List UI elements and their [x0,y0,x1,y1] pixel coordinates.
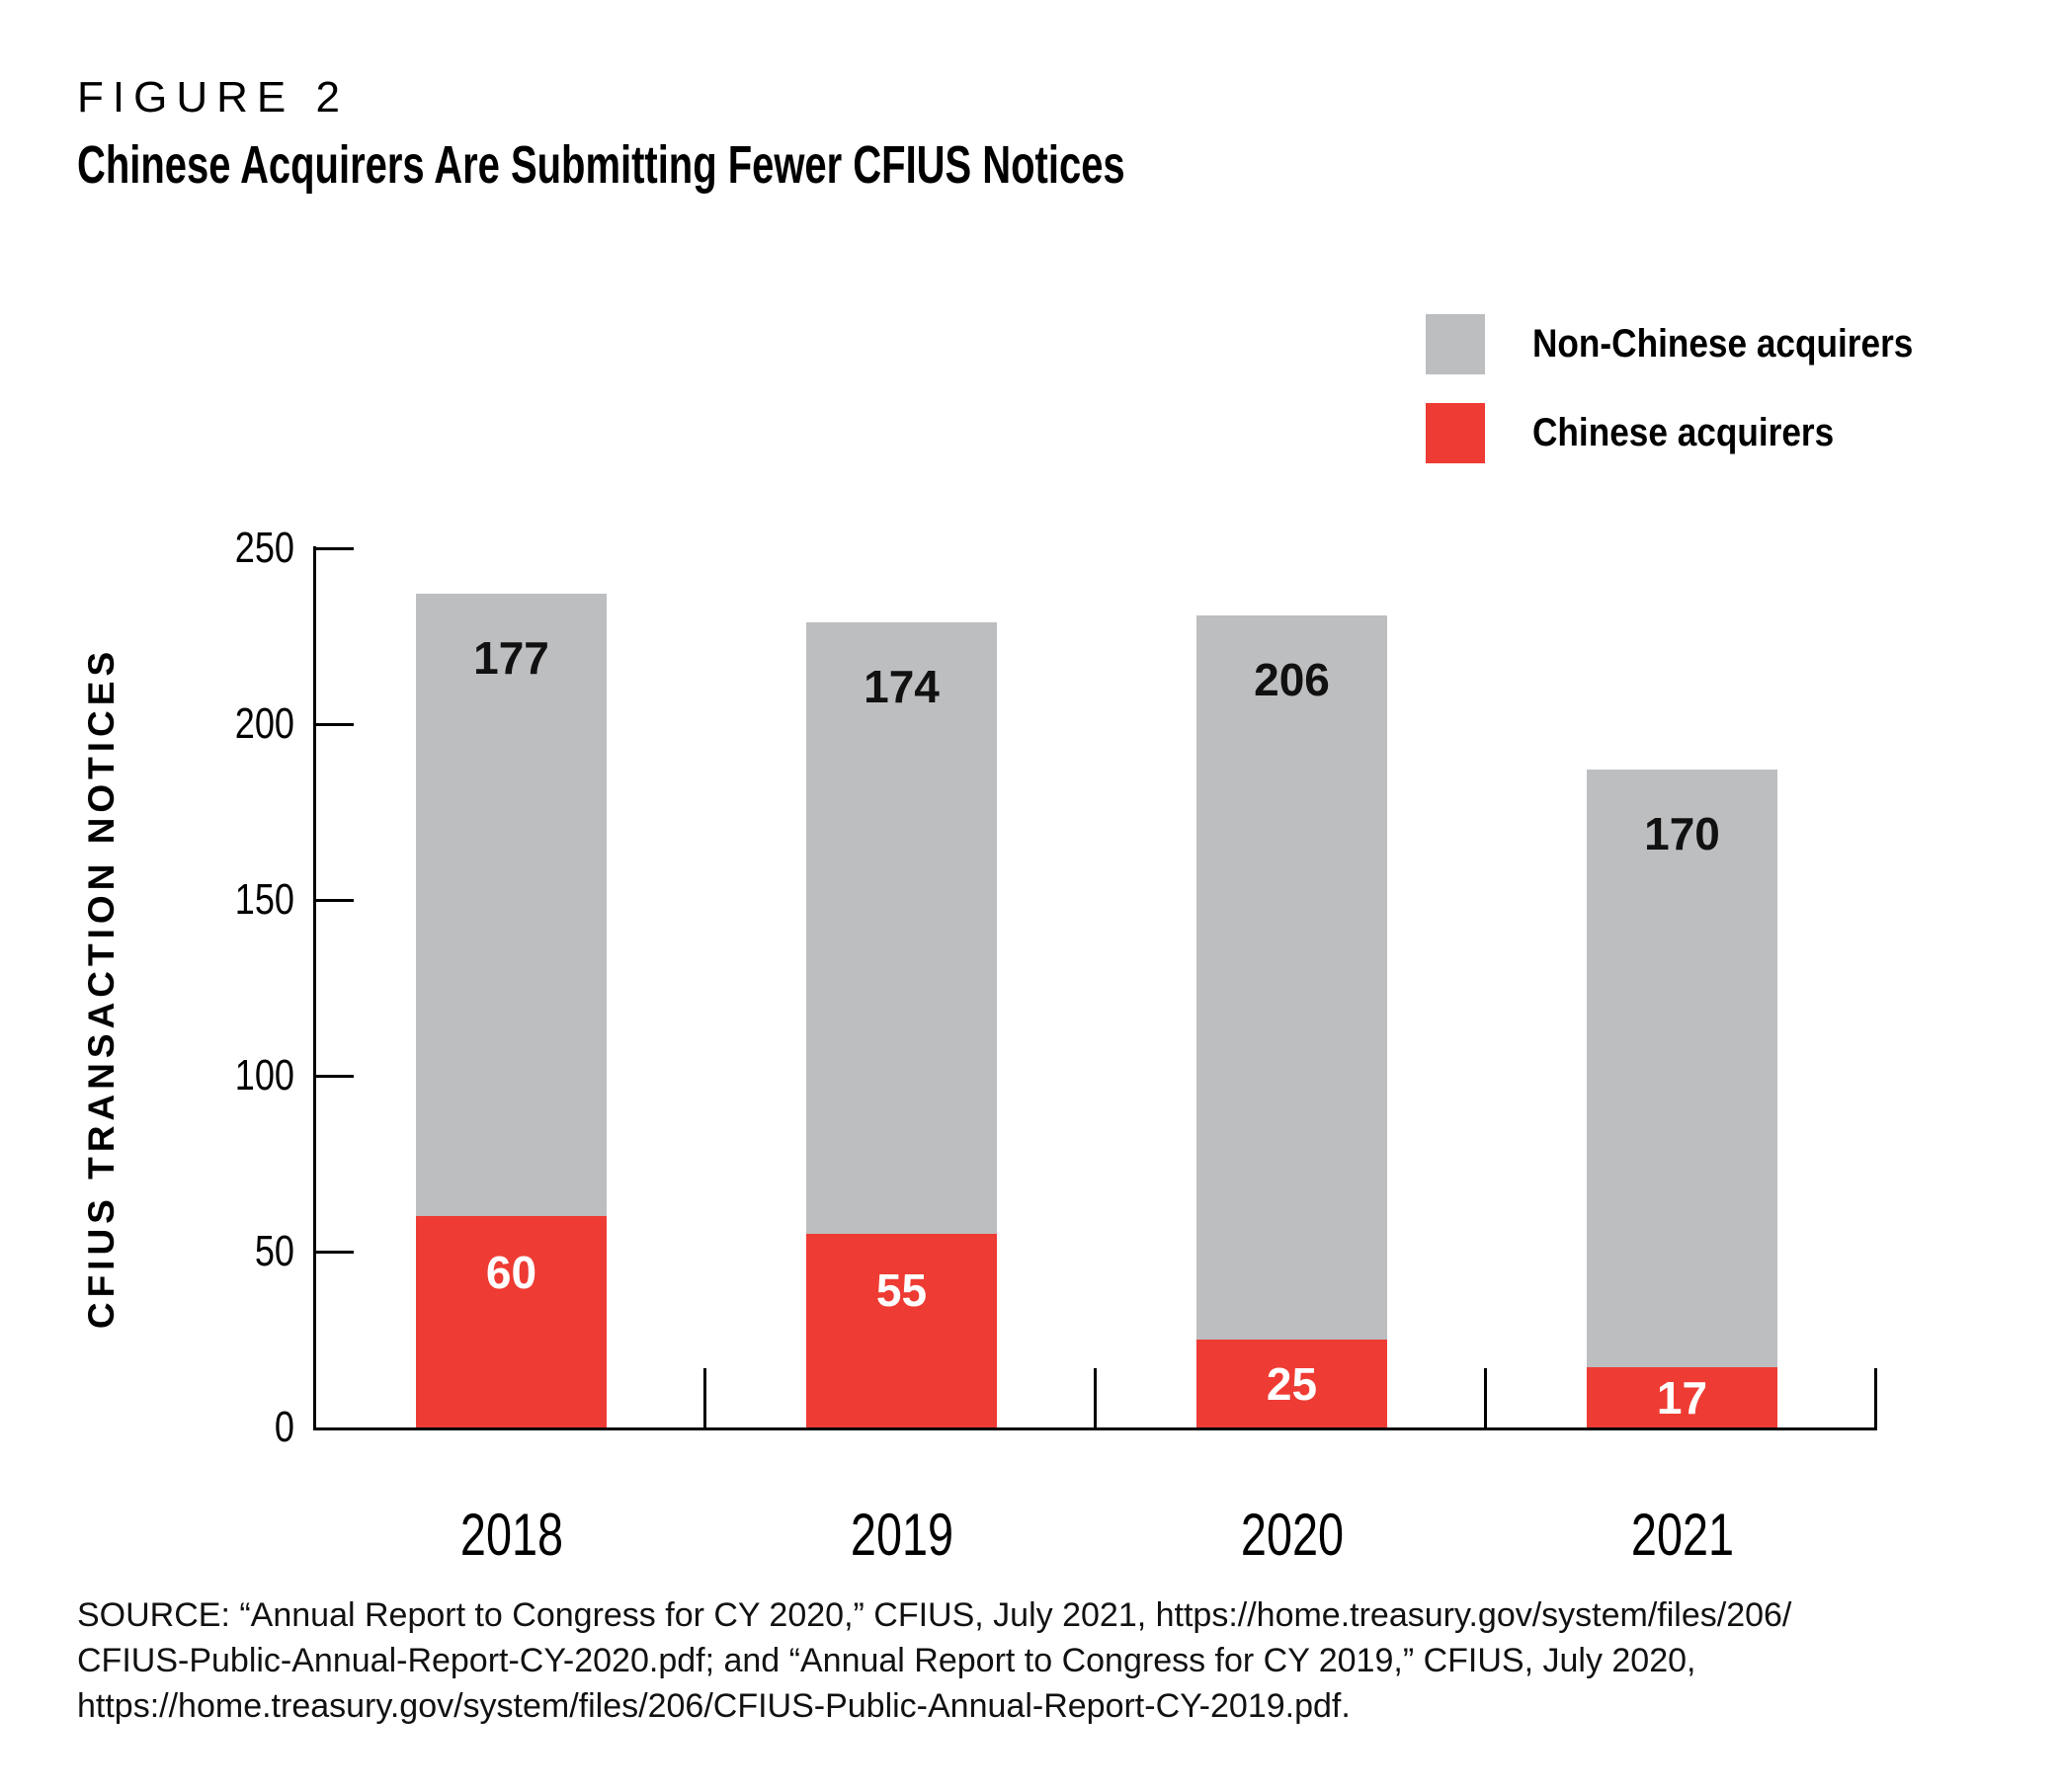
bar-non-chinese-2018 [416,594,607,1217]
x-axis-line [313,1427,1877,1430]
y-tick-mark [316,1250,354,1254]
bar-chinese-2018 [416,1216,607,1427]
value-label-chinese-2019: 55 [875,1264,928,1317]
y-tick-mark [316,898,354,902]
legend-item-chinese: Chinese acquirers [1426,403,1965,463]
bar-chinese-2019 [806,1234,997,1427]
value-label-chinese-2018: 60 [485,1247,537,1299]
value-label-non-chinese-2020: 206 [1254,653,1330,705]
y-tick-label: 100 [234,1051,294,1100]
x-tick-mark [1094,1368,1097,1427]
x-tick-mark [1874,1368,1877,1427]
y-axis-line [313,546,316,1430]
x-category-label-2020: 2020 [1240,1502,1344,1568]
bar-non-chinese-2019 [806,621,997,1235]
figure-label: FIGURE 2 [77,73,349,122]
x-category-label-2018: 2018 [459,1502,563,1568]
legend-label-non-chinese: Non-Chinese acquirers [1532,322,1914,366]
bar-non-chinese-2021 [1587,770,1777,1368]
x-tick-mark [703,1368,706,1427]
y-tick-label: 200 [234,699,294,748]
source-note: SOURCE: “Annual Report to Congress for C… [77,1596,1792,1725]
y-tick-label: 0 [274,1403,294,1451]
value-label-non-chinese-2019: 174 [864,660,940,712]
y-tick-label: 150 [234,875,294,924]
bar-non-chinese-2020 [1196,614,1387,1340]
legend-swatch-non-chinese [1426,314,1485,374]
x-tick-mark [1484,1368,1487,1427]
x-category-label-2021: 2021 [1630,1502,1734,1568]
y-tick-mark [316,1074,354,1078]
y-tick-mark [316,546,354,550]
y-tick-label: 250 [234,524,294,572]
legend-item-non-chinese: Non-Chinese acquirers [1426,314,1965,374]
value-label-non-chinese-2021: 170 [1644,808,1720,860]
value-label-non-chinese-2018: 177 [473,632,549,685]
bar-chinese-2021 [1587,1367,1777,1427]
y-tick-mark [316,722,354,726]
legend-label-chinese: Chinese acquirers [1532,411,1835,454]
bar-chinese-2020 [1196,1340,1387,1427]
legend: Non-Chinese acquirers Chinese acquirers [1426,314,1965,492]
legend-swatch-chinese [1426,403,1485,463]
figure-title: Chinese Acquirers Are Submitting Fewer C… [77,135,1125,195]
value-label-chinese-2020: 25 [1266,1357,1318,1410]
value-label-chinese-2021: 17 [1656,1371,1708,1424]
x-category-label-2019: 2019 [850,1502,953,1568]
y-tick-label: 50 [254,1227,294,1275]
